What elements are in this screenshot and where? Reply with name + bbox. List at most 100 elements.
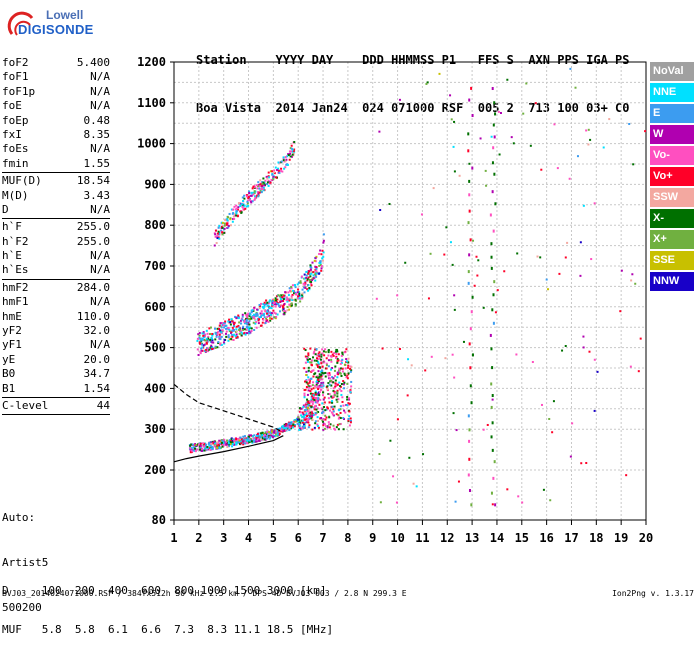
- echo-point: [312, 356, 315, 359]
- echo-point: [234, 212, 237, 215]
- echo-point: [240, 438, 243, 441]
- profile-solid-line: [173, 435, 284, 463]
- echo-point: [309, 411, 312, 414]
- echo-point: [221, 226, 224, 229]
- noise-point: [634, 282, 637, 285]
- echo-point: [256, 308, 259, 311]
- echo-point: [200, 343, 203, 346]
- noise-point: [506, 488, 509, 491]
- echo-point: [323, 396, 326, 399]
- echo-point: [280, 167, 283, 170]
- echo-point: [250, 439, 253, 442]
- echo-point: [302, 415, 305, 418]
- echo-point: [253, 195, 256, 198]
- noise-point: [553, 123, 556, 126]
- echo-point: [265, 175, 268, 178]
- param-key: foEs: [2, 142, 29, 156]
- echo-point: [260, 191, 263, 194]
- echo-point: [304, 349, 307, 352]
- echo-point: [243, 194, 246, 197]
- echo-point: [348, 397, 351, 400]
- param-value: 34.7: [83, 367, 111, 381]
- echo-point: [335, 384, 338, 387]
- noise-point: [443, 253, 446, 256]
- echo-point: [259, 189, 262, 192]
- param-value: N/A: [90, 142, 110, 156]
- echo-point: [198, 342, 201, 345]
- echo-point: [237, 440, 240, 443]
- noise-point: [475, 255, 478, 258]
- echo-point: [327, 397, 330, 400]
- echo-point: [199, 442, 202, 445]
- noise-point: [593, 409, 596, 412]
- noise-point: [468, 489, 471, 493]
- param-row-fof1: foF1 N/A: [2, 70, 112, 84]
- echo-point: [330, 379, 333, 382]
- echo-point: [304, 411, 307, 414]
- profile-dashed-line: [173, 383, 284, 434]
- echo-point: [210, 337, 213, 340]
- echo-point: [302, 413, 305, 416]
- echo-point: [330, 350, 333, 353]
- param-key: hmF1: [2, 295, 29, 309]
- echo-point: [260, 316, 263, 319]
- echo-point: [322, 239, 325, 242]
- echo-point: [244, 442, 247, 445]
- echo-point: [322, 350, 325, 353]
- echo-point: [239, 319, 242, 322]
- echo-point: [257, 181, 260, 184]
- echo-point: [338, 423, 341, 426]
- echo-point: [209, 444, 212, 447]
- header-row-1: Station YYYY DAY DDD HHMMSS P1 FFS S AXN…: [196, 53, 630, 67]
- echo-point: [301, 421, 304, 424]
- noise-point: [467, 149, 470, 153]
- echo-point: [195, 444, 198, 447]
- echo-point: [243, 204, 246, 207]
- noise-point: [579, 274, 582, 277]
- echo-point: [281, 294, 284, 297]
- echo-point: [337, 353, 340, 356]
- echo-point: [240, 334, 243, 337]
- x-tick-label: 14: [490, 531, 504, 545]
- echo-point: [339, 422, 342, 425]
- echo-point: [281, 427, 284, 430]
- echo-point: [350, 385, 353, 388]
- echo-point: [313, 373, 316, 376]
- echo-point: [319, 378, 322, 381]
- echo-point: [272, 434, 275, 437]
- echo-point: [267, 312, 270, 315]
- echo-point: [261, 314, 264, 317]
- echo-point: [198, 331, 201, 334]
- echo-point: [286, 309, 289, 312]
- noise-point: [468, 179, 471, 183]
- echo-point: [326, 406, 329, 409]
- echo-point: [209, 338, 212, 341]
- echo-point: [199, 339, 202, 342]
- param-key: fmin: [2, 156, 29, 170]
- echo-point: [283, 302, 286, 305]
- echo-point: [251, 200, 254, 203]
- echo-point: [306, 278, 309, 281]
- echo-point: [270, 313, 273, 316]
- echo-point: [248, 314, 251, 317]
- echo-point: [331, 367, 334, 370]
- noise-point: [455, 429, 458, 432]
- param-key: B0: [2, 367, 16, 381]
- noise-point: [451, 353, 454, 356]
- noise-point: [569, 67, 572, 70]
- echo-point: [207, 347, 210, 350]
- echo-point: [275, 312, 278, 315]
- echo-point: [265, 317, 268, 320]
- echo-point: [306, 288, 309, 291]
- echo-point: [317, 380, 320, 383]
- echo-point: [247, 204, 250, 207]
- echo-point: [314, 401, 317, 404]
- echo-point: [259, 183, 262, 186]
- echo-point: [335, 398, 338, 401]
- echo-point: [327, 354, 330, 357]
- echo-point: [290, 425, 293, 428]
- noise-point: [467, 473, 470, 477]
- echo-point: [346, 404, 349, 407]
- echo-point: [230, 333, 233, 336]
- echo-point: [270, 307, 273, 310]
